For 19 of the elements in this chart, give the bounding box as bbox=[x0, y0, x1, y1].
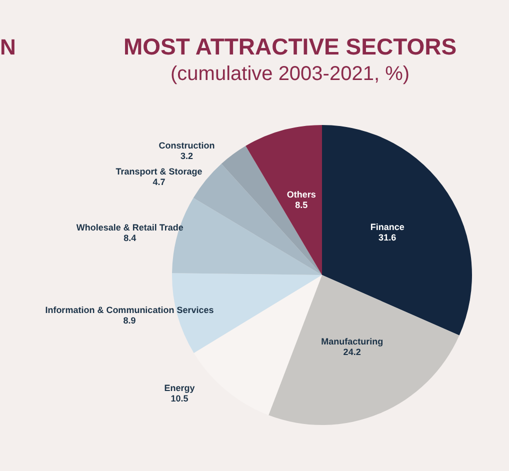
slice-label: Finance bbox=[370, 222, 404, 232]
data-label: 4.7 bbox=[152, 177, 166, 188]
data-label: 3.2 bbox=[180, 150, 193, 161]
chart-title: MOST ATTRACTIVE SECTORS bbox=[123, 34, 457, 60]
chart-subtitle: (cumulative 2003-2021, %) bbox=[170, 63, 410, 85]
data-label: 10.5 bbox=[170, 393, 188, 404]
slice-label: Wholesale & Retail Trade bbox=[76, 222, 184, 232]
slice-label: Others bbox=[286, 189, 316, 200]
slice-label: Manufacturing bbox=[321, 336, 384, 346]
data-label: 8.5 bbox=[295, 200, 308, 210]
data-label: 31.6 bbox=[378, 232, 396, 242]
text: N bbox=[0, 34, 16, 60]
data-label: 8.9 bbox=[123, 316, 136, 326]
data-label: 24.2 bbox=[343, 346, 361, 357]
slice-label: Construction bbox=[158, 140, 215, 150]
slice-label: Transport & Storage bbox=[116, 166, 202, 177]
data-label: 8.4 bbox=[124, 232, 136, 243]
slice-label: Energy bbox=[164, 382, 195, 393]
slice-label: Information & Communication Services bbox=[45, 305, 214, 316]
